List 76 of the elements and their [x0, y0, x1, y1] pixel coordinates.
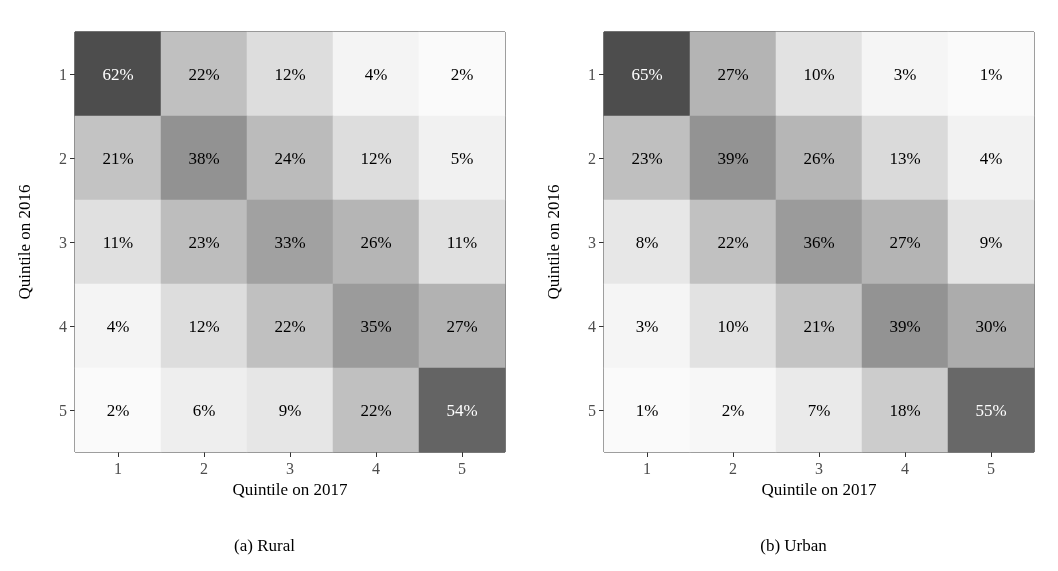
data-label: 11% [446, 232, 478, 252]
y-axis-title: Quintile on 2016 [15, 184, 34, 300]
data-label: 39% [889, 316, 921, 336]
data-label: 10% [803, 64, 835, 84]
x-tick-label: 5 [458, 459, 466, 477]
data-label: 9% [979, 232, 1003, 252]
data-label: 9% [278, 400, 302, 420]
data-label: 36% [803, 232, 835, 252]
data-label: 1% [979, 64, 1003, 84]
y-tick-label: 1 [59, 65, 67, 83]
x-tick-label: 3 [286, 459, 294, 477]
data-label: 62% [102, 64, 134, 84]
data-label: 23% [188, 232, 220, 252]
data-label: 3% [635, 316, 659, 336]
data-label: 2% [450, 64, 474, 84]
data-label: 4% [106, 316, 130, 336]
data-label: 22% [188, 64, 220, 84]
x-tick-label: 2 [729, 459, 737, 477]
data-label: 22% [717, 232, 749, 252]
x-axis-title: Quintile on 2017 [232, 479, 349, 499]
text: (b) Urban [760, 536, 828, 555]
data-label: 65% [631, 64, 663, 84]
data-label: 10% [717, 316, 749, 336]
data-label: 55% [975, 400, 1007, 420]
x-tick-label: 4 [372, 459, 380, 477]
data-label: 4% [979, 148, 1003, 168]
data-label: 38% [188, 148, 220, 168]
data-label: 24% [274, 148, 306, 168]
data-label: 30% [975, 316, 1007, 336]
data-label: 27% [889, 232, 921, 252]
data-label: 21% [803, 316, 835, 336]
y-tick-label: 2 [588, 149, 596, 167]
data-label: 26% [360, 232, 392, 252]
y-tick-label: 5 [59, 401, 67, 419]
y-tick-label: 5 [588, 401, 596, 419]
y-axis-title: Quintile on 2016 [544, 184, 563, 300]
data-label: 26% [803, 148, 835, 168]
x-tick-label: 1 [114, 459, 122, 477]
y-tick-label: 3 [588, 233, 596, 251]
data-label: 54% [446, 400, 478, 420]
data-label: 27% [446, 316, 478, 336]
x-tick-label: 5 [987, 459, 995, 477]
x-axis-title: Quintile on 2017 [761, 479, 878, 499]
data-label: 8% [635, 232, 659, 252]
data-label: 2% [106, 400, 130, 420]
data-label: 1% [635, 400, 659, 420]
text: (a) Rural [234, 536, 296, 555]
data-label: 23% [631, 148, 663, 168]
data-label: 18% [889, 400, 921, 420]
data-label: 21% [102, 148, 134, 168]
data-label: 22% [274, 316, 306, 336]
data-label: 7% [807, 400, 831, 420]
y-tick-label: 4 [59, 317, 67, 335]
data-label: 5% [450, 148, 474, 168]
data-label: 12% [274, 64, 306, 84]
data-label: 2% [721, 400, 745, 420]
data-label: 6% [192, 400, 216, 420]
y-tick-label: 3 [59, 233, 67, 251]
y-tick-label: 2 [59, 149, 67, 167]
y-tick-label: 4 [588, 317, 596, 335]
data-label: 33% [274, 232, 306, 252]
data-label: 27% [717, 64, 749, 84]
data-label: 22% [360, 400, 392, 420]
data-label: 13% [889, 148, 921, 168]
data-label: 4% [364, 64, 388, 84]
data-label: 39% [717, 148, 749, 168]
data-label: 35% [360, 316, 392, 336]
x-tick-label: 2 [200, 459, 208, 477]
data-label: 12% [188, 316, 220, 336]
data-label: 11% [102, 232, 134, 252]
y-tick-label: 1 [588, 65, 596, 83]
x-tick-label: 3 [815, 459, 823, 477]
x-tick-label: 1 [643, 459, 651, 477]
data-label: 3% [893, 64, 917, 84]
x-tick-label: 4 [901, 459, 909, 477]
data-label: 12% [360, 148, 392, 168]
